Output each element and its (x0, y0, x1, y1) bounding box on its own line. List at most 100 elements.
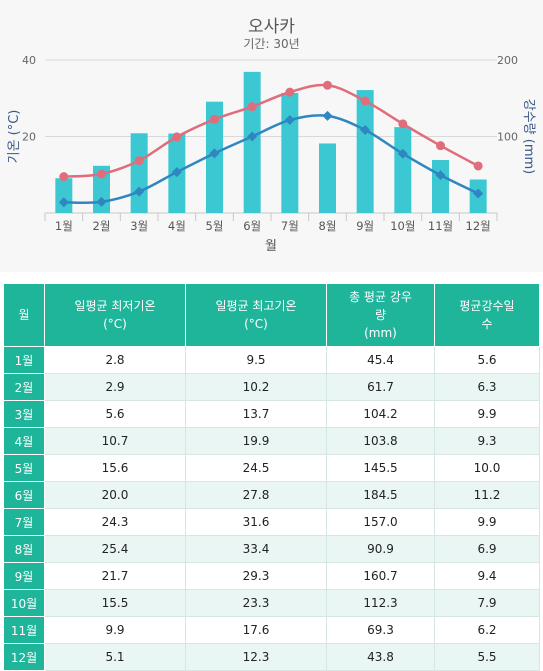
x-tick-label: 4월 (168, 219, 186, 233)
value-cell: 29.3 (185, 562, 327, 590)
max-temp-point (360, 96, 370, 106)
value-cell: 25.4 (44, 535, 186, 563)
y-right-tick-label: 200 (497, 54, 518, 67)
value-cell: 10.0 (434, 454, 540, 482)
table-header-cell: 일평균 최고기온 (°C) (185, 283, 327, 347)
table-row: 1월 2.8 9.5 45.4 5.6 (3, 346, 540, 374)
month-cell: 3월 (3, 400, 45, 428)
min-temp-point (322, 110, 333, 121)
min-temp-point (284, 115, 295, 126)
table-row: 12월 5.1 12.3 43.8 5.5 (3, 643, 540, 671)
table-row: 10월 15.5 23.3 112.3 7.9 (3, 589, 540, 617)
value-cell: 43.8 (326, 643, 435, 671)
x-tick-label: 2월 (93, 219, 111, 233)
value-cell: 2.8 (44, 346, 186, 374)
table-body: 1월 2.8 9.5 45.4 5.6 2월 2.9 10.2 61.7 6.3 3월 5.6 13.7… (3, 346, 540, 671)
min-temp-point (96, 196, 107, 207)
table-header-cell: 총 평균 강우 량 (mm) (326, 283, 435, 347)
chart-subtitle: 기간: 30년 (243, 37, 300, 51)
value-cell: 9.9 (434, 508, 540, 536)
climate-table: 월 일평균 최저기온 (°C) 일평균 최고기온 (°C) 총 평균 강우 량 (mm) 평균강… (3, 283, 540, 671)
month-cell: 8월 (3, 535, 45, 563)
x-tick-label: 12월 (466, 219, 491, 233)
month-cell: 7월 (3, 508, 45, 536)
value-cell: 184.5 (326, 481, 435, 509)
value-cell: 27.8 (185, 481, 327, 509)
value-cell: 69.3 (326, 616, 435, 644)
precip-bar (394, 127, 412, 213)
value-cell: 90.9 (326, 535, 435, 563)
min-temp-point (435, 170, 446, 181)
x-tick-label: 11월 (428, 219, 453, 233)
min-temp-point (247, 131, 258, 142)
value-cell: 9.9 (434, 400, 540, 428)
value-cell: 5.6 (434, 346, 540, 374)
month-cell: 9월 (3, 562, 45, 590)
value-cell: 145.5 (326, 454, 435, 482)
table-row: 2월 2.9 10.2 61.7 6.3 (3, 373, 540, 401)
month-cell: 10월 (3, 589, 45, 617)
x-tick-label: 1월 (55, 219, 73, 233)
max-temp-point (210, 114, 219, 124)
value-cell: 61.7 (326, 373, 435, 401)
table-row: 11월 9.9 17.6 69.3 6.2 (3, 616, 540, 644)
x-axis-title: 월 (265, 239, 277, 254)
value-cell: 45.4 (326, 346, 435, 374)
max-temp-point (436, 141, 445, 151)
value-cell: 15.6 (44, 454, 186, 482)
value-cell: 5.5 (434, 643, 540, 671)
chart-title: 오사카 (248, 17, 295, 37)
value-cell: 24.5 (185, 454, 327, 482)
precip-bar (281, 92, 299, 213)
max-temp-point (323, 80, 332, 90)
min-temp-point (209, 148, 220, 159)
min-temp-point (134, 186, 145, 197)
max-temp-point (172, 132, 182, 142)
max-temp-point (59, 172, 69, 182)
month-cell: 1월 (3, 346, 45, 374)
value-cell: 112.3 (326, 589, 435, 617)
y-left-tick-label: 40 (22, 54, 36, 67)
month-cell: 12월 (3, 643, 45, 671)
min-temp-point (360, 124, 371, 135)
table-header-row: 월 일평균 최저기온 (°C) 일평균 최고기온 (°C) 총 평균 강우 량 (mm) 평균강… (3, 283, 540, 347)
table-header-cell: 월 (3, 283, 45, 347)
max-temp-point (134, 156, 144, 166)
min-temp-point (58, 197, 69, 208)
precip-bar (319, 143, 336, 213)
precip-bar (243, 71, 261, 213)
x-tick-label: 8월 (319, 219, 337, 233)
climate-table-wrap: 월 일평균 최저기온 (°C) 일평균 최고기온 (°C) 총 평균 강우 량 (mm) 평균강… (3, 283, 540, 671)
precip-bar (55, 178, 73, 213)
value-cell: 31.6 (185, 508, 327, 536)
max-temp-point (398, 119, 408, 129)
min-temp-line (63, 114, 479, 205)
precip-bar (356, 90, 374, 213)
value-cell: 20.0 (44, 481, 186, 509)
precip-bar (432, 159, 449, 213)
table-header-cell: 평균강수일 수 (434, 283, 540, 347)
y-left-tick-label: 20 (22, 131, 36, 144)
x-tick-label: 7월 (281, 219, 299, 233)
value-cell: 10.2 (185, 373, 327, 401)
value-cell: 5.6 (44, 400, 186, 428)
table-row: 7월 24.3 31.6 157.0 9.9 (3, 508, 540, 536)
value-cell: 24.3 (44, 508, 186, 536)
table-header-cell: 일평균 최저기온 (°C) (44, 283, 186, 347)
month-cell: 2월 (3, 373, 45, 401)
value-cell: 9.5 (185, 346, 327, 374)
value-cell: 21.7 (44, 562, 186, 590)
value-cell: 6.2 (434, 616, 540, 644)
value-cell: 12.3 (185, 643, 327, 671)
value-cell: 9.9 (44, 616, 186, 644)
climate-chart: 오사카 기간: 30년 20 40 100 200 기온 (°C) 강수량 (mm) 월 1월… (0, 0, 543, 272)
value-cell: 160.7 (326, 562, 435, 590)
x-tick-label: 5월 (206, 219, 224, 233)
chart-plot: 20 40 100 200 기온 (°C) 강수량 (mm) 월 1월 2월 3월 4월 5월 6월 7월… (7, 54, 536, 254)
table-row: 3월 5.6 13.7 104.2 9.9 (3, 400, 540, 428)
value-cell: 10.7 (44, 427, 186, 455)
value-cell: 6.3 (434, 373, 540, 401)
value-cell: 103.8 (326, 427, 435, 455)
value-cell: 23.3 (185, 589, 327, 617)
month-cell: 4월 (3, 427, 45, 455)
